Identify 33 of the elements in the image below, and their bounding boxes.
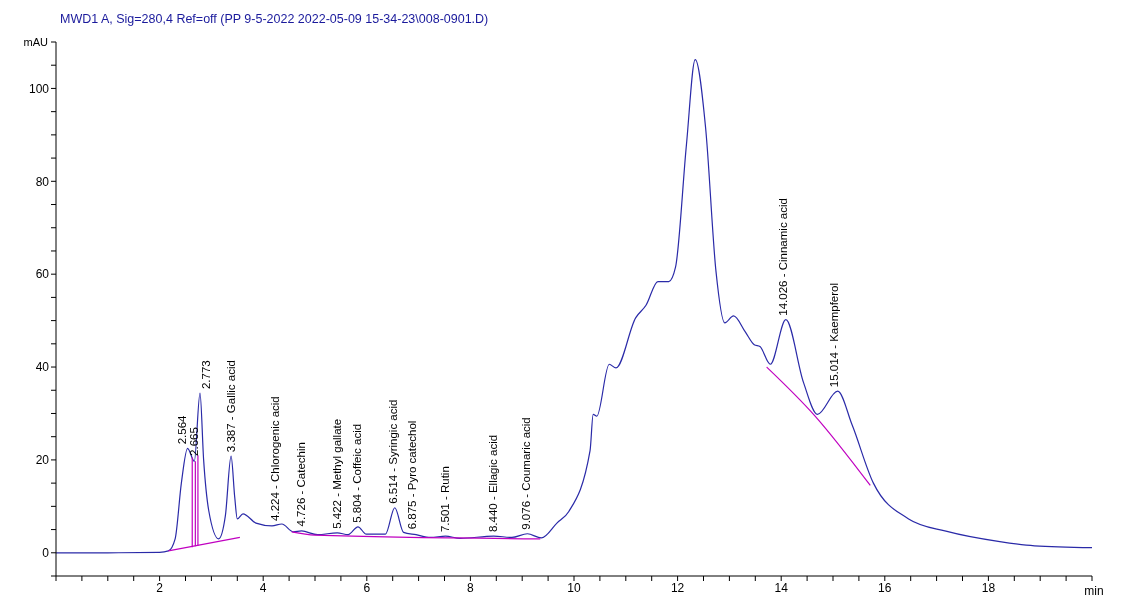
- x-axis-title: min: [1084, 584, 1104, 598]
- annotation: 4.224 - Chlorogenic acid: [268, 396, 281, 521]
- y-tick-label: 40: [35, 360, 50, 375]
- y-axis-title: mAU: [23, 36, 49, 48]
- annotation: 15.014 - Kaempferol: [827, 282, 840, 388]
- x-tick-label: 14: [774, 580, 789, 595]
- annotation: 3.387 - Gallic acid: [225, 360, 238, 453]
- y-tick-label: 100: [28, 81, 50, 96]
- annotation: 6.875 - Pyro catechol: [406, 420, 419, 530]
- annotation: 6.514 - Syringic acid: [387, 399, 400, 504]
- y-tick-label: 80: [35, 174, 50, 189]
- x-tick-label: 10: [567, 580, 581, 595]
- x-tick-label: 4: [259, 580, 267, 595]
- y-tick-label: 20: [35, 453, 50, 468]
- x-tick-label: 18: [981, 580, 996, 595]
- annotation: 2.773: [200, 360, 213, 390]
- annotation: 2.564: [176, 414, 189, 445]
- x-tick-label: 8: [467, 580, 475, 595]
- annotation: 8.440 - Ellagic acid: [487, 434, 500, 533]
- annotation: 4.726 - Catechin: [294, 442, 307, 527]
- annotation: 7.501 - Rutin: [438, 466, 451, 533]
- y-tick-label: 0: [42, 546, 50, 561]
- x-tick-label: 12: [670, 580, 685, 595]
- annotation: 5.804 - Coffeic acid: [350, 423, 363, 523]
- annotation: 9.076 - Coumaric acid: [520, 417, 533, 530]
- annotation: 14.026 - Cinnamic acid: [776, 198, 789, 316]
- annotation: 2.665: [188, 427, 201, 456]
- x-tick-label: 2: [156, 580, 164, 595]
- chart-title: MWD1 A, Sig=280,4 Ref=off (PP 9-5-2022 2022-05-09 15-34-23\008-0901.D): [59, 11, 490, 28]
- x-tick-label: 16: [878, 580, 892, 595]
- y-tick-label: 60: [35, 267, 50, 282]
- annotation: 5.422 - Methyl gallate: [330, 418, 343, 529]
- x-tick-label: 6: [363, 580, 371, 595]
